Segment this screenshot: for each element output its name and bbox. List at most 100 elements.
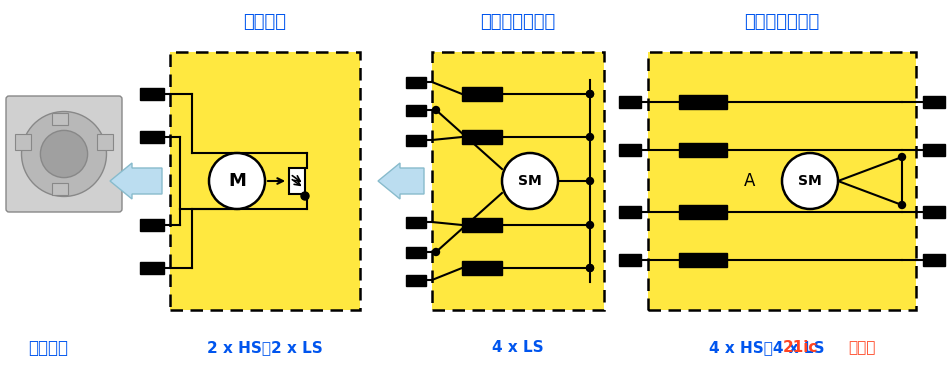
Bar xyxy=(406,274,426,285)
Circle shape xyxy=(586,177,594,184)
Bar xyxy=(654,52,669,310)
Bar xyxy=(436,52,445,310)
Bar xyxy=(15,134,30,150)
Bar xyxy=(679,253,727,267)
Bar xyxy=(433,52,442,310)
Bar xyxy=(462,261,502,275)
Bar xyxy=(652,52,666,310)
FancyArrow shape xyxy=(378,163,424,199)
Circle shape xyxy=(22,112,106,196)
Bar xyxy=(406,216,426,227)
Bar xyxy=(177,52,188,310)
Bar xyxy=(438,52,447,310)
Bar xyxy=(435,52,444,310)
Circle shape xyxy=(433,249,439,256)
Bar xyxy=(654,52,670,310)
Circle shape xyxy=(899,154,905,161)
Bar xyxy=(179,52,189,310)
Bar xyxy=(140,88,164,100)
Text: 4 x HS，4 x LS: 4 x HS，4 x LS xyxy=(709,341,825,356)
Bar xyxy=(440,52,450,310)
Bar xyxy=(432,52,441,310)
Bar xyxy=(172,52,183,310)
Bar xyxy=(170,52,360,310)
Bar xyxy=(436,52,445,310)
Text: 4 x LS: 4 x LS xyxy=(492,341,544,356)
Text: 单极性步进电机: 单极性步进电机 xyxy=(480,13,556,31)
Bar xyxy=(658,52,672,310)
Bar xyxy=(438,52,447,310)
Circle shape xyxy=(586,222,594,228)
Bar xyxy=(923,96,945,108)
Circle shape xyxy=(502,153,558,209)
Bar xyxy=(437,52,446,310)
Bar xyxy=(172,52,183,310)
Bar xyxy=(140,131,164,143)
Bar xyxy=(656,52,671,310)
Circle shape xyxy=(899,201,905,208)
Text: 21ic: 21ic xyxy=(782,341,817,356)
Bar xyxy=(679,95,727,109)
Bar xyxy=(406,104,426,115)
Circle shape xyxy=(586,265,594,272)
Circle shape xyxy=(41,130,88,178)
Bar xyxy=(439,52,449,310)
Text: SM: SM xyxy=(798,174,822,188)
Bar xyxy=(648,52,662,310)
Bar xyxy=(650,52,664,310)
Bar xyxy=(179,52,189,310)
Bar xyxy=(651,52,665,310)
Text: 电子网: 电子网 xyxy=(849,341,876,356)
Bar xyxy=(178,52,188,310)
Bar xyxy=(140,219,164,231)
Bar xyxy=(659,52,673,310)
FancyBboxPatch shape xyxy=(6,96,122,212)
Bar xyxy=(406,134,426,146)
Bar xyxy=(649,52,663,310)
Bar xyxy=(652,52,667,310)
Bar xyxy=(438,52,448,310)
Bar xyxy=(432,52,604,310)
Text: SM: SM xyxy=(518,174,542,188)
Bar xyxy=(648,52,916,310)
Bar xyxy=(173,52,184,310)
Bar xyxy=(656,52,670,310)
Circle shape xyxy=(586,265,594,272)
Bar xyxy=(439,52,449,310)
Bar xyxy=(657,52,671,310)
Circle shape xyxy=(586,91,594,97)
Bar xyxy=(176,52,187,310)
Circle shape xyxy=(782,153,838,209)
Bar xyxy=(433,52,442,310)
Bar xyxy=(177,52,188,310)
Bar xyxy=(679,205,727,219)
Bar xyxy=(462,87,502,101)
Bar xyxy=(661,52,675,310)
Bar xyxy=(679,143,727,157)
Bar xyxy=(175,52,186,310)
Bar xyxy=(619,144,641,156)
Bar xyxy=(619,254,641,266)
Bar xyxy=(170,52,181,310)
Text: 2 x HS，2 x LS: 2 x HS，2 x LS xyxy=(207,341,323,356)
Bar xyxy=(52,112,68,124)
Bar xyxy=(434,52,444,310)
Bar xyxy=(923,254,945,266)
Bar xyxy=(52,183,68,195)
Bar xyxy=(659,52,673,310)
Bar xyxy=(406,246,426,257)
Bar xyxy=(437,52,446,310)
Circle shape xyxy=(586,134,594,141)
Bar xyxy=(648,52,916,310)
Bar xyxy=(462,218,502,232)
Text: M: M xyxy=(228,172,246,190)
Bar xyxy=(5,95,123,213)
Bar xyxy=(176,52,187,310)
Bar xyxy=(653,52,668,310)
Bar xyxy=(652,52,667,310)
Bar xyxy=(432,52,604,310)
Circle shape xyxy=(433,107,439,114)
Text: 直流电机: 直流电机 xyxy=(243,13,287,31)
Bar xyxy=(170,52,360,310)
Circle shape xyxy=(586,91,594,97)
